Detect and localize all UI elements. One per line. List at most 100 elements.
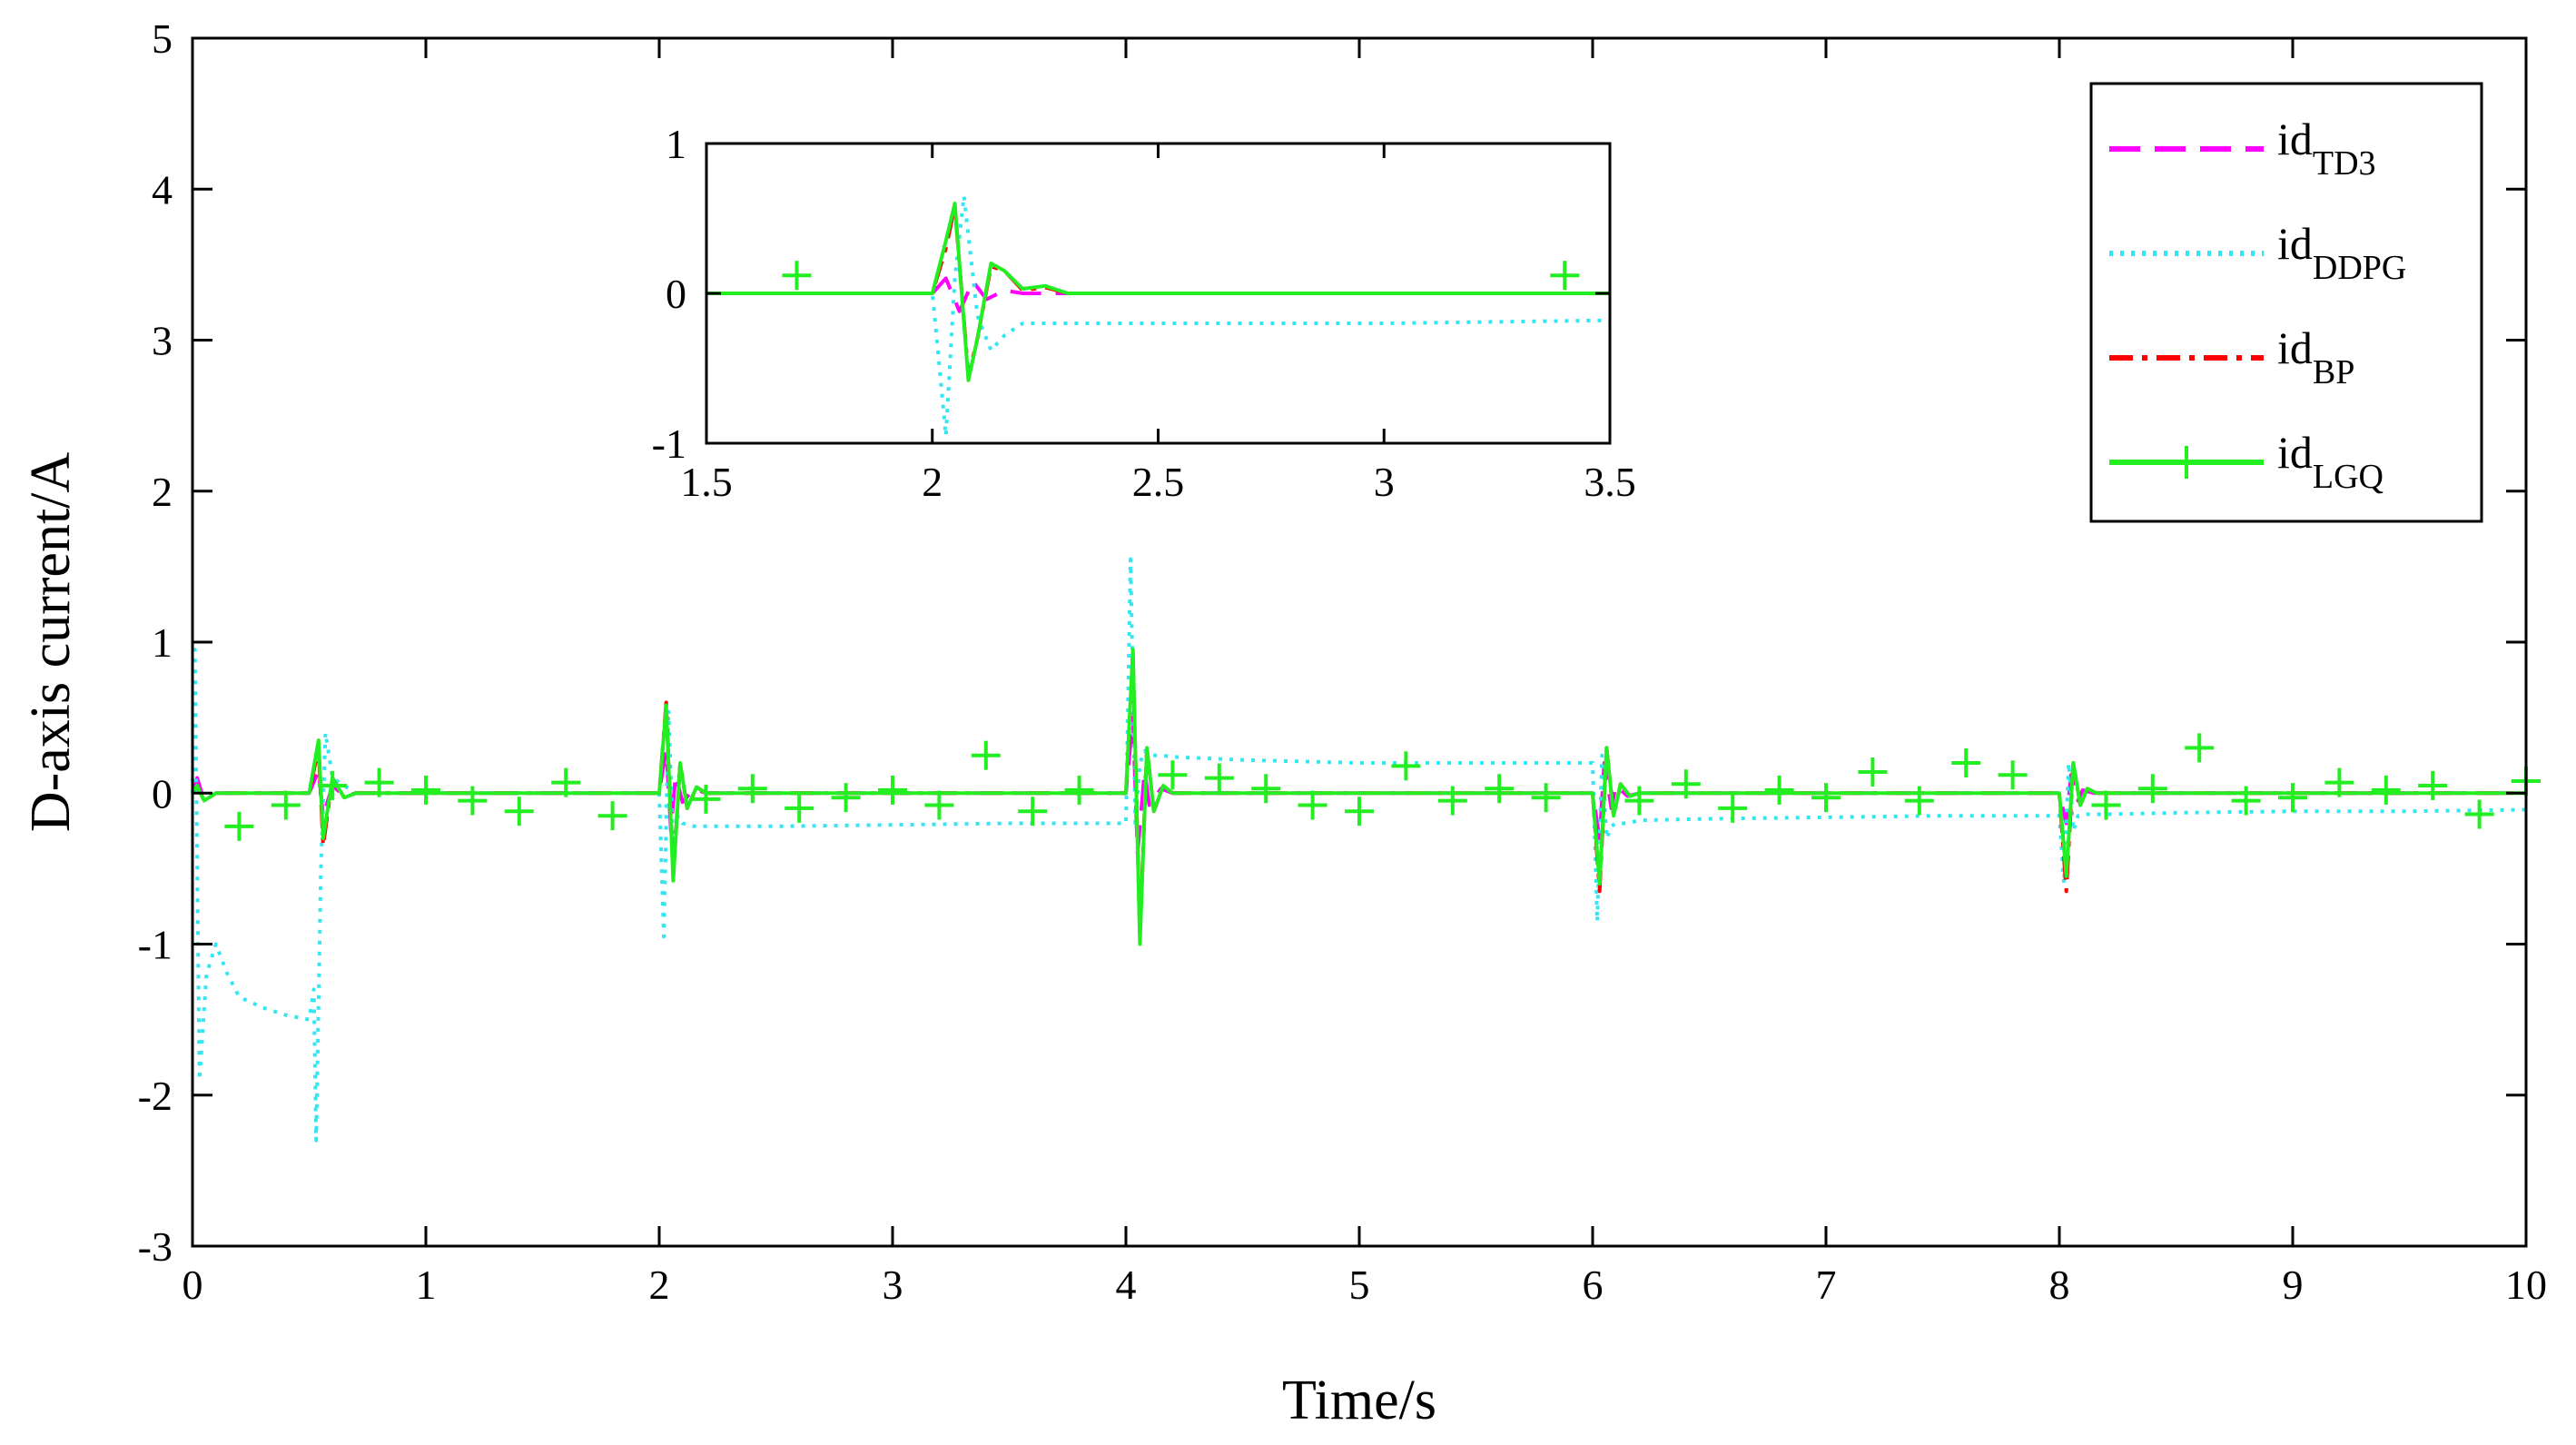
main-lgq-marker (1718, 793, 1748, 823)
main-lgq-marker (504, 797, 534, 826)
main-lgq-marker (831, 783, 861, 813)
y-axis-label: D-axis current/A (20, 452, 82, 833)
legend-label-subscript: DDPG (2313, 249, 2406, 287)
main-lgq-marker (1345, 797, 1374, 826)
main-lgq-marker (2185, 733, 2215, 763)
main-lgq-marker (2324, 767, 2354, 797)
main-lgq-marker (1951, 748, 1981, 777)
main-y-tick-label: 0 (152, 770, 173, 817)
main-lgq-marker (1904, 786, 1934, 816)
main-x-tick-label: 10 (2505, 1262, 2547, 1308)
main-lgq-marker (691, 784, 721, 814)
main-lgq-marker (785, 793, 814, 823)
main-lgq-marker (924, 790, 954, 820)
main-lgq-marker (597, 801, 627, 831)
main-lgq-marker (2418, 770, 2448, 800)
main-plot-frame (191, 36, 2528, 1248)
main-lgq-marker (2371, 775, 2401, 805)
main-y-tick-label: -1 (138, 922, 173, 968)
inset-series-line-id-ddpg (706, 193, 1611, 438)
inset-y-tick-label: 1 (666, 121, 686, 167)
main-y-tick-label: -3 (138, 1223, 173, 1270)
main-x-tick-label: 9 (2283, 1262, 2304, 1308)
main-lgq-marker (878, 775, 907, 805)
legend-label-subscript: BP (2313, 353, 2354, 391)
legend-label-main: id (2277, 322, 2313, 373)
main-x-tick-label: 6 (1583, 1262, 1604, 1308)
inset-axes: 1.5 2 2.5 3 3.5 -1 0 1 (652, 121, 1636, 505)
main-lgq-marker (1391, 751, 1421, 781)
main-x-tick-label: 1 (416, 1262, 437, 1308)
inset-series-group (706, 193, 1611, 438)
main-lgq-marker (364, 767, 394, 797)
main-lgq-marker (1811, 783, 1841, 813)
main-lgq-marker (1624, 786, 1654, 816)
main-x-tick-label: 7 (1816, 1262, 1837, 1308)
legend-label: idLGQ (2277, 427, 2384, 496)
legend-label: idBP (2277, 322, 2354, 391)
main-lgq-marker (1531, 783, 1561, 813)
main-x-tick-label: 8 (2049, 1262, 2070, 1308)
main-lgq-marker (1437, 786, 1467, 816)
main-lgq-marker (971, 740, 1001, 770)
main-lgq-marker (2231, 786, 2261, 816)
legend-entry-id-bp: idBP (2109, 322, 2354, 391)
main-x-tick-label: 2 (649, 1262, 670, 1308)
main-lgq-marker (1764, 775, 1794, 805)
main-lgq-marker (458, 786, 488, 816)
legend-box (2089, 82, 2483, 523)
main-lgq-marker (1298, 790, 1327, 820)
main-lgq-marker (224, 811, 254, 841)
inset-y-tick-label: 0 (666, 271, 686, 317)
inset-lgq-marker (1550, 261, 1580, 291)
legend-entry-id-td3: idTD3 (2109, 114, 2376, 183)
main-lgq-marker (1485, 774, 1515, 804)
legend-label-main: id (2277, 218, 2313, 269)
main-lgq-marker (1064, 775, 1094, 805)
inset-x-tick-label: 3.5 (1584, 459, 1636, 505)
main-series-line-id-td3 (191, 716, 2526, 856)
main-lgq-marker (2464, 799, 2494, 829)
inset-lgq-marker (782, 261, 812, 291)
inset-x-tick-label: 2 (922, 459, 943, 505)
inset-plot: 1.5 2 2.5 3 3.5 -1 0 1 (652, 121, 1636, 505)
main-lgq-marker (411, 775, 440, 805)
legend-label-subscript: LGQ (2313, 458, 2384, 496)
legend-label-main: id (2277, 427, 2313, 478)
main-lgq-marker (318, 770, 348, 800)
main-lgq-marker (1998, 760, 2028, 790)
inset-y-tick-label: -1 (652, 421, 686, 467)
main-series-group (191, 557, 2541, 1143)
main-x-tick-label: 5 (1349, 1262, 1370, 1308)
legend-label-subscript: TD3 (2313, 144, 2376, 183)
main-y-tick-label: 1 (152, 619, 173, 666)
main-lgq-marker (2278, 783, 2307, 813)
main-y-tick-label: 5 (152, 15, 173, 62)
legend-label: idDDPG (2277, 218, 2406, 287)
legend-label-main: id (2277, 114, 2313, 164)
main-x-tick-label: 3 (883, 1262, 903, 1308)
main-y-tick-label: 2 (152, 469, 173, 515)
main-x-tick-label: 0 (183, 1262, 203, 1308)
x-axis-label: Time/s (1282, 1370, 1436, 1431)
main-lgq-marker (2091, 790, 2121, 820)
main-lgq-marker (1671, 769, 1701, 799)
inset-frame (705, 142, 1612, 445)
main-y-tick-label: 4 (152, 166, 173, 213)
main-lgq-marker (271, 790, 301, 820)
main-lgq-marker (1204, 763, 1234, 793)
inset-x-tick-label: 3 (1374, 459, 1395, 505)
main-lgq-marker (2137, 774, 2167, 804)
inset-x-tick-label: 1.5 (680, 459, 733, 505)
main-lgq-marker (1251, 774, 1281, 804)
legend-label: idTD3 (2277, 114, 2376, 183)
inset-series-line-id-td3 (706, 276, 1610, 313)
main-lgq-marker (1018, 797, 1048, 826)
inset-x-tick-label: 2.5 (1132, 459, 1185, 505)
legend-entry-id-lgq: idLGQ (2109, 427, 2384, 496)
main-lgq-marker (1158, 760, 1188, 790)
